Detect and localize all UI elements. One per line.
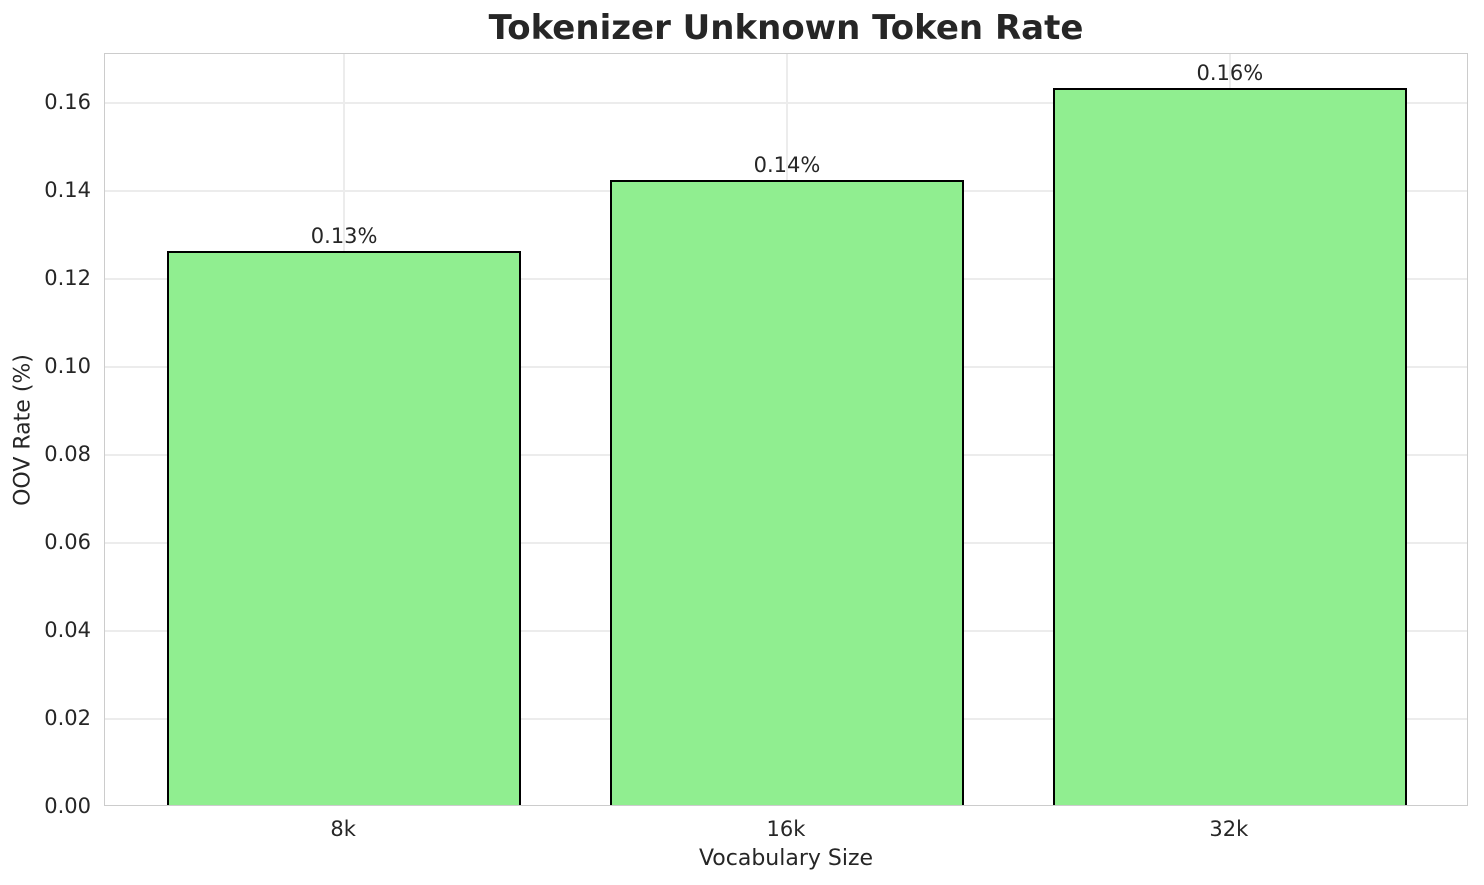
bar [609, 180, 965, 805]
x-tick-label: 32k [1209, 817, 1249, 841]
x-axis-label: Vocabulary Size [698, 846, 874, 871]
y-tick-label: 0.08 [44, 442, 91, 467]
y-tick-label: 0.10 [44, 354, 91, 379]
y-tick-label: 0.14 [44, 178, 91, 203]
bar-value-label: 0.13% [310, 223, 378, 248]
bar-value-label: 0.14% [753, 153, 821, 178]
bar [167, 250, 522, 805]
x-tick-label: 16k [766, 817, 806, 841]
x-tick-label: 8k [330, 817, 356, 841]
y-tick-label: 0.00 [44, 794, 91, 818]
y-tick-label: 0.06 [44, 530, 91, 555]
y-axis-label: OOV Rate (%) [10, 354, 36, 506]
bar [1052, 88, 1407, 805]
plot-area: 0.13% 0.14% 0.16% [104, 53, 1468, 806]
bar-value-label: 0.16% [1196, 61, 1264, 86]
y-tick-label: 0.04 [44, 618, 91, 643]
y-tick-label: 0.16 [44, 90, 91, 115]
y-tick-label: 0.12 [44, 266, 91, 291]
chart-title: Tokenizer Unknown Token Rate [488, 8, 1084, 48]
y-tick-label: 0.02 [44, 706, 91, 731]
